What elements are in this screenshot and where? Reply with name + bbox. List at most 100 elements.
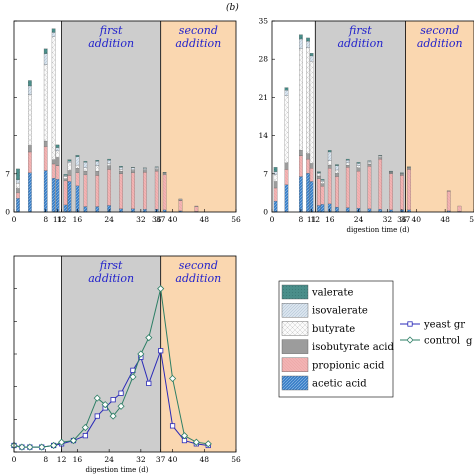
- plot-frame: [13, 255, 237, 453]
- x-tick-label: 36: [397, 215, 407, 224]
- x-tick-label: 24: [354, 215, 364, 224]
- x-tick-label: 12: [311, 215, 321, 224]
- x-tick-label: 48: [200, 215, 210, 224]
- region-second-addition: [160, 21, 236, 212]
- stacked-bar: [389, 170, 393, 213]
- bar-segment-isobutyrate: [131, 170, 135, 173]
- bar-segment-acetic: [95, 206, 100, 213]
- bar-segment-valerate: [67, 159, 72, 162]
- bar-segment-isobutyrate: [107, 165, 111, 170]
- bar-segment-butyrate: [356, 165, 361, 168]
- bar-segment-isobutyrate: [400, 174, 404, 176]
- data-point-square: [146, 380, 152, 387]
- bar-segment-valerate: [306, 37, 310, 42]
- data-point-square: [82, 433, 88, 439]
- bar-segment-butyrate: [317, 173, 321, 177]
- bar-segment-butyrate: [335, 169, 339, 174]
- bar-segment-propionic: [75, 172, 80, 186]
- bar-segment-acetic: [75, 185, 80, 213]
- legend-swatch-acetic: [281, 375, 309, 391]
- bar-segment-propionic: [317, 178, 321, 206]
- bar-segment-acetic: [28, 172, 32, 213]
- bar-segment-valerate: [400, 172, 404, 174]
- bar-segment-isovalerate: [43, 53, 48, 65]
- stacked-bar: [317, 171, 321, 213]
- bar-segment-isobutyrate: [55, 157, 60, 166]
- stacked-bar: [457, 205, 462, 213]
- bar-segment-isovalerate: [119, 167, 123, 170]
- bar-segment-isovalerate: [63, 175, 68, 177]
- bar-segment-propionic: [28, 151, 32, 173]
- x-axis-label: digestion time (d): [86, 466, 149, 474]
- data-point-diamond: [169, 374, 177, 383]
- stacked-bar: [154, 166, 159, 213]
- bar-segment-isobutyrate: [389, 172, 393, 174]
- legend-marker-diamond: [406, 336, 414, 344]
- legend-line-label: control: [424, 336, 460, 347]
- bar-segment-valerate: [83, 161, 88, 163]
- bar-segment-isovalerate: [83, 162, 88, 168]
- bar-segment-valerate: [51, 28, 56, 33]
- x-tick-label: 37: [156, 455, 166, 464]
- second-addition-label: second: [420, 24, 459, 37]
- bar-segment-valerate: [273, 167, 278, 172]
- first-addition-label: first: [99, 259, 123, 272]
- y-tick-label: 35: [258, 17, 268, 26]
- bar-legend: valerate isovalerate butyrate isobutyrate a…: [278, 280, 394, 398]
- bar-segment-propionic: [446, 191, 451, 212]
- bar-segment-butyrate: [327, 160, 332, 166]
- bar-segment-butyrate: [131, 169, 135, 171]
- x-tick-label: 32: [136, 215, 146, 224]
- bar-segment-isobutyrate: [43, 140, 48, 147]
- bar-segment-valerate: [95, 160, 100, 162]
- bar-segment-propionic: [356, 170, 361, 209]
- data-point-diamond: [129, 373, 137, 381]
- stacked-bar: [327, 150, 332, 213]
- x-tick-label: 24: [104, 455, 114, 464]
- bar-segment-isobutyrate: [327, 164, 332, 169]
- bar-segment-butyrate: [273, 174, 278, 182]
- bar-segment-butyrate: [16, 182, 20, 189]
- data-point-diamond: [192, 438, 200, 446]
- x-tick-label: 0: [12, 215, 17, 224]
- bar-segment-acetic: [345, 207, 350, 213]
- bar-segment-propionic: [367, 166, 372, 209]
- bar-segment-propionic: [407, 169, 411, 210]
- bar-segment-propionic: [162, 174, 167, 210]
- data-point-square: [118, 390, 124, 396]
- bar-segment-isovalerate: [142, 168, 147, 170]
- x-tick-label: 8: [43, 455, 48, 464]
- bar-segment-butyrate: [309, 61, 314, 164]
- bar-segment-isobutyrate: [63, 178, 68, 182]
- x-tick-label: 40: [412, 215, 422, 224]
- legend-swatch-propionic: [281, 357, 309, 372]
- bar-segment-isobutyrate: [446, 190, 451, 192]
- bar-segment-propionic: [119, 173, 123, 209]
- bar-segment-valerate: [389, 170, 393, 172]
- x-tick-label: 40: [168, 455, 178, 464]
- line-legend: yeast gr control g: [400, 320, 473, 347]
- bar-segment-valerate: [28, 80, 32, 87]
- x-axis-label: digestion time (d): [347, 226, 410, 234]
- bar-segment-propionic: [142, 172, 147, 210]
- data-point-diamond: [18, 443, 26, 451]
- data-point-diamond: [204, 440, 212, 448]
- data-point-diamond: [180, 432, 189, 440]
- first-addition-label: first: [348, 24, 372, 37]
- stacked-bar: [306, 37, 310, 213]
- data-point-diamond: [157, 285, 165, 293]
- bar-segment-propionic: [43, 146, 48, 171]
- bar-segment-acetic: [131, 208, 135, 213]
- bar-segment-isobutyrate: [335, 173, 339, 177]
- stacked-bar: [400, 172, 404, 213]
- bar-segment-butyrate: [142, 169, 147, 171]
- bar-segment-valerate: [162, 172, 167, 173]
- bar-segment-acetic: [273, 200, 278, 213]
- data-point-diamond: [38, 443, 46, 451]
- bar-segment-isovalerate: [51, 32, 56, 37]
- bar-segment-isovalerate: [335, 165, 339, 171]
- stacked-bar: [83, 161, 88, 213]
- data-point-square: [110, 397, 116, 403]
- bar-segment-acetic: [119, 208, 123, 213]
